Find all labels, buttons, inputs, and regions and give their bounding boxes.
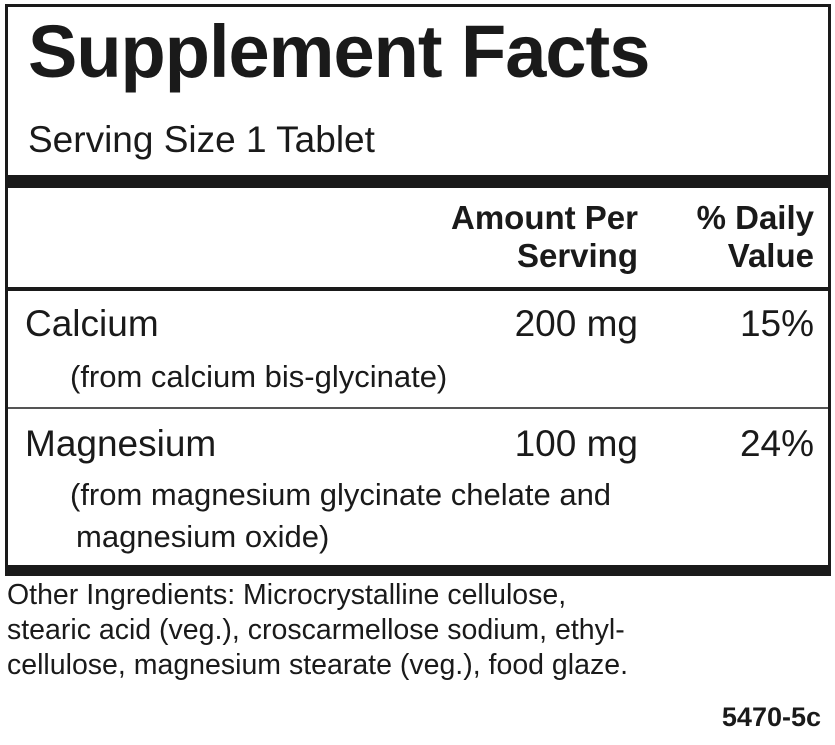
other-ingredients: Other Ingredients: Microcrystalline cell… <box>7 578 827 683</box>
other-ingredients-line1: Other Ingredients: Microcrystalline cell… <box>7 579 567 611</box>
nutrient-name: Calcium <box>25 303 159 344</box>
dv-header-line2: Value <box>727 237 814 274</box>
panel-title: Supplement Facts <box>28 10 650 93</box>
nutrient-amount: 100 mg <box>514 423 638 464</box>
nutrient-name: Magnesium <box>25 423 217 464</box>
thick-divider <box>8 175 828 188</box>
nutrient-source-line1: (from magnesium glycinate chelate and <box>70 477 612 512</box>
nutrient-amount: 200 mg <box>514 303 638 344</box>
dv-header-line1: % Daily <box>696 199 814 236</box>
nutrient-source-line2: magnesium oxide) <box>76 519 330 554</box>
other-ingredients-line2: stearic acid (veg.), croscarmellose sodi… <box>7 614 625 646</box>
product-code: 5470-5c <box>721 702 821 732</box>
nutrient-source: (from calcium bis-glycinate) <box>70 359 448 394</box>
amount-header-line2: Serving <box>516 237 638 274</box>
nutrient-daily-value: 15% <box>739 303 814 344</box>
supplement-facts-panel: Supplement Facts Serving Size 1 Tablet A… <box>5 4 831 576</box>
amount-header: Amount Per Serving <box>451 199 638 275</box>
other-ingredients-line3: cellulose, magnesium stearate (veg.), fo… <box>7 649 628 681</box>
header-divider <box>8 287 828 291</box>
serving-size: Serving Size 1 Tablet <box>28 119 375 160</box>
row-divider <box>8 407 828 409</box>
daily-value-header: % Daily Value <box>697 199 814 275</box>
amount-header-line1: Amount Per <box>450 199 638 236</box>
nutrient-daily-value: 24% <box>739 423 814 464</box>
